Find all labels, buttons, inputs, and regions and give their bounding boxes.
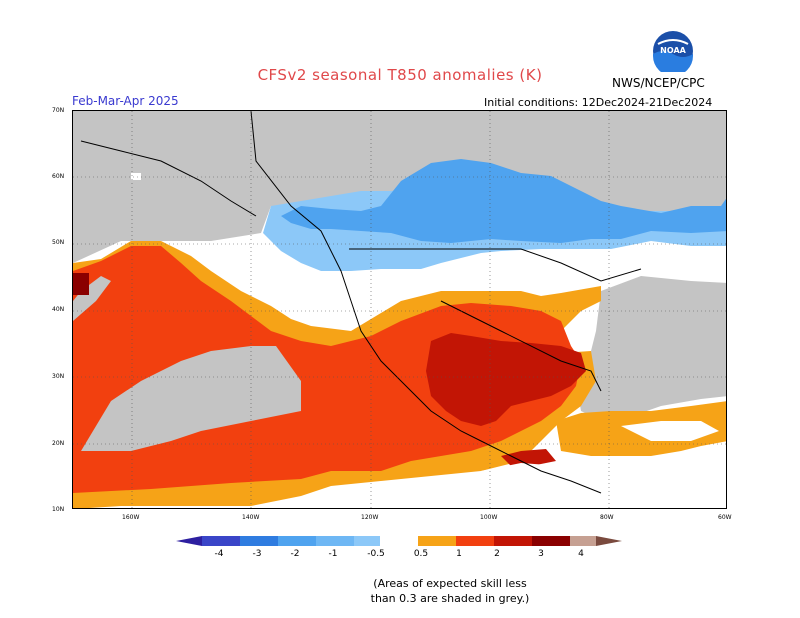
tick-label: -3 bbox=[253, 549, 262, 559]
lon-label-100w: 100W bbox=[480, 514, 498, 521]
grey-atlantic bbox=[576, 276, 726, 421]
colorbar-swatch-7 bbox=[418, 536, 456, 546]
colorbar: -4 -3 -2 -1 -0.5 0.5 1 2 3 4 bbox=[176, 536, 622, 559]
lon-label-140w: 140W bbox=[242, 514, 260, 521]
white-far-east bbox=[701, 456, 726, 506]
grey-pacific-central bbox=[81, 346, 301, 451]
tick-label: -0.5 bbox=[367, 549, 385, 559]
lat-label-50n: 50N bbox=[52, 239, 65, 246]
anomaly-map bbox=[72, 110, 727, 509]
colorbar-swatch-10 bbox=[532, 536, 570, 546]
colorbar-swatch-1 bbox=[202, 536, 240, 546]
darkred-cell-west bbox=[73, 273, 89, 295]
tick-label: 3 bbox=[538, 549, 544, 559]
graticule bbox=[73, 111, 726, 508]
colorbar-swatch-4 bbox=[316, 536, 354, 546]
colorbar-swatch-6 bbox=[380, 536, 418, 546]
lon-label-160w: 160W bbox=[122, 514, 140, 521]
colorbar-arrow-left bbox=[176, 536, 202, 546]
tick-label: -1 bbox=[329, 549, 338, 559]
skill-note-line-1: (Areas of expected skill less bbox=[373, 577, 527, 590]
darkred-southern-us bbox=[426, 333, 586, 426]
map-title: CFSv2 seasonal T850 anomalies (K) bbox=[257, 66, 543, 84]
agency-label: NWS/NCEP/CPC bbox=[612, 76, 705, 90]
lon-label-120w: 120W bbox=[361, 514, 379, 521]
coastline-alaska bbox=[80, 140, 257, 217]
tick-label: -4 bbox=[215, 549, 224, 559]
white-caribbean bbox=[621, 421, 719, 441]
initial-conditions-label: Initial conditions: 12Dec2024-21Dec2024 bbox=[484, 96, 713, 109]
grey-alaska bbox=[73, 111, 251, 236]
white-cell-alaska bbox=[131, 173, 141, 180]
skill-note-line-2: than 0.3 are shaded in grey.) bbox=[370, 592, 530, 605]
tick-label: -2 bbox=[291, 549, 300, 559]
white-north-pacific bbox=[191, 246, 351, 311]
tick-label: 4 bbox=[578, 549, 584, 559]
lon-label-80w: 80W bbox=[600, 514, 614, 521]
darkred-gulf bbox=[501, 449, 556, 466]
tick-label: 2 bbox=[494, 549, 500, 559]
lat-label-10n: 10N bbox=[52, 506, 65, 513]
tick-label: 1 bbox=[456, 549, 462, 559]
season-label: Feb-Mar-Apr 2025 bbox=[72, 94, 179, 108]
colorbar-swatch-3 bbox=[278, 536, 316, 546]
logo-text: NOAA bbox=[660, 46, 686, 55]
lon-label-60w: 60W bbox=[718, 514, 732, 521]
colorbar-swatch-11 bbox=[570, 536, 596, 546]
skill-note: (Areas of expected skill less than 0.3 a… bbox=[300, 576, 600, 606]
lat-label-30n: 30N bbox=[52, 373, 65, 380]
blue-core-canada bbox=[281, 159, 726, 243]
noaa-logo: NOAA bbox=[653, 31, 693, 72]
colorbar-swatch-8 bbox=[456, 536, 494, 546]
lat-label-40n: 40N bbox=[52, 306, 65, 313]
tick-label: 0.5 bbox=[414, 549, 428, 559]
coastline-north-america bbox=[250, 111, 602, 494]
colorbar-swatch-9 bbox=[494, 536, 532, 546]
lat-label-70n: 70N bbox=[52, 107, 65, 114]
white-central-america bbox=[481, 463, 701, 506]
lat-label-60n: 60N bbox=[52, 173, 65, 180]
colorbar-arrow-right bbox=[596, 536, 622, 546]
grey-pacific-west bbox=[73, 276, 111, 321]
lat-label-20n: 20N bbox=[52, 440, 65, 447]
colorbar-swatch-5 bbox=[354, 536, 380, 546]
colorbar-swatch-2 bbox=[240, 536, 278, 546]
us-canada-border bbox=[349, 248, 642, 282]
